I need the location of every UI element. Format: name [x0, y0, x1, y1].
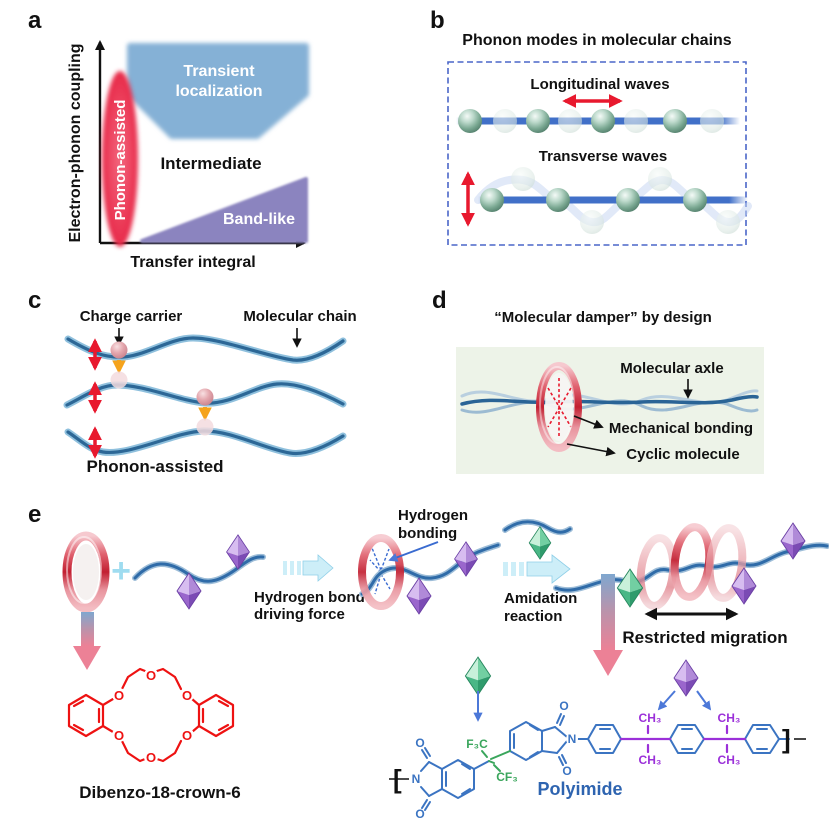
- derivation-arrow-crown: [73, 612, 101, 670]
- charge-carrier-sphere-1: [110, 341, 128, 359]
- reaction-arrow-1: [283, 554, 334, 582]
- mechanical-bond-dashes: [547, 378, 572, 437]
- crown-ring-sheen: [66, 536, 102, 604]
- green-linker-diamond: [464, 656, 492, 696]
- plus-sign: +: [111, 552, 131, 590]
- cyclic-molecule-pointer: [566, 443, 616, 457]
- reaction-arrow-2: [503, 554, 571, 584]
- mechanical-bonding-label: Mechanical bonding: [609, 420, 753, 437]
- axle-strand-core: [460, 394, 759, 406]
- imide-n-2: N: [568, 732, 577, 746]
- crown-o-lr: O: [182, 728, 192, 743]
- hydrogen-bonding-line2: bonding: [398, 525, 457, 542]
- amidation-line2: reaction: [504, 608, 562, 625]
- charge-carrier-label: Charge carrier: [80, 308, 183, 325]
- transverse-label: Transverse waves: [539, 148, 667, 165]
- bracket-left: [: [393, 764, 402, 794]
- panel-a: a Transient localization Phonon-assisted…: [28, 7, 309, 271]
- panel-d-label: d: [432, 287, 447, 314]
- imide-n-1: N: [412, 772, 421, 786]
- hb-force-line1: Hydrogen bond: [254, 589, 365, 606]
- charge-carrier-ghost-2: [196, 418, 214, 436]
- amide-diamond: [528, 526, 552, 560]
- f3c-label: F₃C: [466, 737, 488, 751]
- longitudinal-label: Longitudinal waves: [530, 76, 669, 93]
- crown-name-label: Dibenzo-18-crown-6: [79, 783, 241, 802]
- molecular-chain-label: Molecular chain: [243, 308, 356, 325]
- panel-b: b Phonon modes in molecular chains Longi…: [430, 7, 752, 246]
- panel-e-label: e: [28, 501, 41, 528]
- crown-o-ul: O: [114, 688, 124, 703]
- ch3-label-4: CH₃: [718, 753, 741, 767]
- intermediate-label: Intermediate: [160, 154, 261, 173]
- molecular-axle-label: Molecular axle: [620, 360, 723, 377]
- polymer-chain-reactant: [133, 555, 265, 583]
- crown-o-ur: O: [182, 688, 192, 703]
- imide-o-1a: O: [415, 736, 424, 750]
- purple-diamond-pointer-left: [657, 690, 676, 711]
- polyrotaxane-chain: [554, 543, 829, 592]
- cf3-label: CF₃: [496, 770, 518, 784]
- phonon-assisted-region: [102, 71, 138, 247]
- band-like-region: [140, 177, 308, 243]
- purple-linker-diamond: [673, 659, 699, 697]
- threaded-ring-3: [705, 524, 747, 602]
- polymer-name-label: Polyimide: [537, 779, 622, 799]
- charge-carrier-ghost-1: [110, 371, 128, 389]
- transient-label-line1: Transient: [183, 63, 255, 80]
- hydrogen-bonding-line1: Hydrogen: [398, 507, 468, 524]
- crown-o-bottom: O: [146, 750, 156, 765]
- ch3-label-2: CH₃: [639, 753, 662, 767]
- axle-strand-mid: [460, 399, 759, 414]
- crown-ring-threaded: [358, 534, 404, 610]
- stopper-diamond-purple: [731, 567, 757, 605]
- ring-sheen: [539, 366, 575, 444]
- phonon-assisted-label: Phonon-assisted: [112, 100, 129, 221]
- imide-o-1b: O: [415, 807, 424, 821]
- ch3-label-1: CH₃: [639, 711, 662, 725]
- charge-carrier-sphere-2: [196, 388, 214, 406]
- monomer-chain: [503, 520, 572, 534]
- hydrogen-bonding-pointer: [388, 541, 439, 562]
- band-like-label: Band-like: [223, 211, 295, 228]
- restricted-migration-label: Restricted migration: [622, 628, 787, 647]
- panel-b-label: b: [430, 7, 445, 34]
- imide-o-2b: O: [562, 764, 571, 778]
- imide-o-2a: O: [559, 699, 568, 713]
- phonon-modes-box: [447, 61, 747, 246]
- x-axis-label: Transfer integral: [130, 254, 255, 271]
- crown-ring-hole: [73, 544, 99, 600]
- y-axis-label: Electron-phonon coupling: [67, 43, 84, 242]
- panel-d: d “Molecular damper” by design Molecular…: [432, 287, 764, 474]
- panel-a-label: a: [28, 7, 42, 34]
- panel-c-label: c: [28, 287, 41, 314]
- crown-o-ll: O: [114, 728, 124, 743]
- phonon-assisted-caption: Phonon-assisted: [87, 457, 224, 476]
- panel-b-title: Phonon modes in molecular chains: [462, 32, 731, 49]
- panel-d-title: “Molecular damper” by design: [494, 309, 712, 326]
- panel-e: e + Hydrogen bond driving force Hydrogen…: [28, 501, 829, 821]
- panel-c: c Charge carrier Molecular chain Phonon-…: [28, 287, 357, 476]
- transient-label-line2: localization: [175, 83, 262, 100]
- bracket-right: ]: [782, 724, 791, 754]
- hb-force-line2: driving force: [254, 606, 345, 623]
- derivation-arrow-polymer: [593, 574, 623, 676]
- hydrogen-bond-dashes: [369, 547, 391, 595]
- crown-o-top: O: [146, 668, 156, 683]
- mechanical-bonding-pointer: [573, 415, 604, 429]
- amidation-line1: Amidation: [504, 590, 577, 607]
- cyclic-molecule-ring: [536, 362, 582, 452]
- ch3-label-3: CH₃: [718, 711, 741, 725]
- polymer-chain-complex: [360, 543, 500, 596]
- crown-ether-structure: O O O O O O Dibenzo-18-crown-6: [67, 667, 241, 802]
- cyclic-molecule-label: Cyclic molecule: [626, 446, 739, 463]
- purple-diamond-pointer-right: [696, 690, 712, 711]
- polyimide-structure: [: [389, 656, 806, 821]
- molecular-chain-1: [66, 336, 345, 362]
- bead: [458, 109, 482, 133]
